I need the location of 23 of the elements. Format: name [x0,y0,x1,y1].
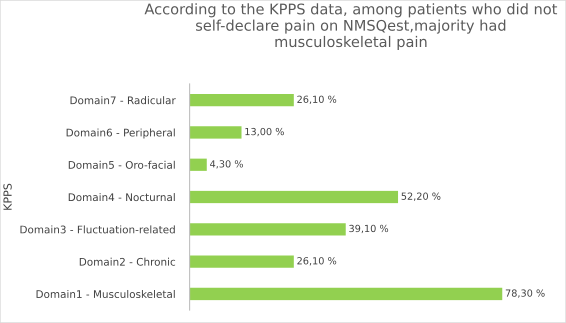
y-axis-title: KPPS [3,184,12,210]
bar [190,158,207,171]
data-label: 4,30 % [210,160,243,169]
bar [190,288,502,300]
y-tick-label: Domain4 - Nocturnal [68,193,175,202]
bar [190,126,242,139]
data-label: 26,10 % [297,96,336,104]
bar [190,255,294,268]
y-tick-label: Domain7 - Radicular [70,96,176,104]
bar [190,94,294,106]
y-tick-label: Domain5 - Oro-facial [68,160,175,169]
data-label: 13,00 % [245,128,284,136]
bar [190,223,346,236]
data-label: 26,10 % [297,257,336,266]
y-tick-label: Domain3 - Fluctuation-related [20,225,175,234]
y-tick-label: Domain2 - Chronic [80,258,176,266]
y-tick-label: Domain6 - Peripheral [66,128,175,139]
chart-title: According to the KPPS data, among patients who did not self-declare pain on NMSQest,majority had musculoskeletal pain [144,3,558,50]
data-label: 52,20 % [402,192,440,201]
data-label: 78,30 % [506,289,545,298]
y-tick-label: Domain1 - Musculoskeletal [36,290,175,298]
data-label: 39,10 % [349,224,388,234]
bar [190,190,398,204]
